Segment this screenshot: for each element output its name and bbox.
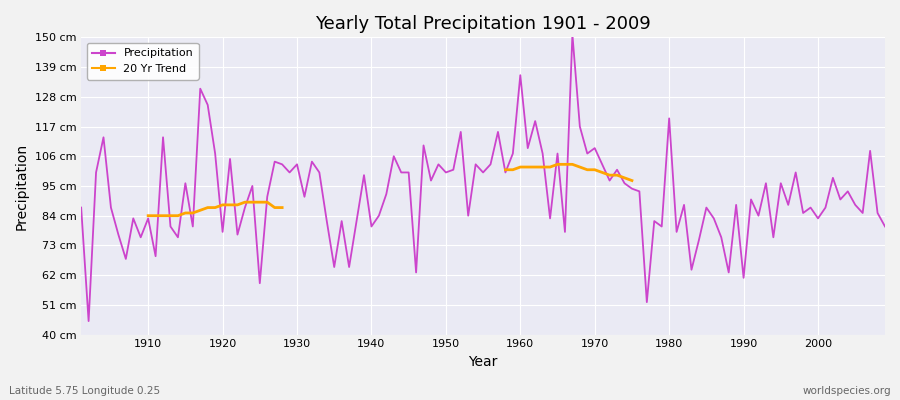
X-axis label: Year: Year bbox=[468, 355, 498, 369]
Text: worldspecies.org: worldspecies.org bbox=[803, 386, 891, 396]
Legend: Precipitation, 20 Yr Trend: Precipitation, 20 Yr Trend bbox=[86, 43, 199, 80]
Text: Latitude 5.75 Longitude 0.25: Latitude 5.75 Longitude 0.25 bbox=[9, 386, 160, 396]
Title: Yearly Total Precipitation 1901 - 2009: Yearly Total Precipitation 1901 - 2009 bbox=[315, 15, 651, 33]
Y-axis label: Precipitation: Precipitation bbox=[15, 142, 29, 230]
